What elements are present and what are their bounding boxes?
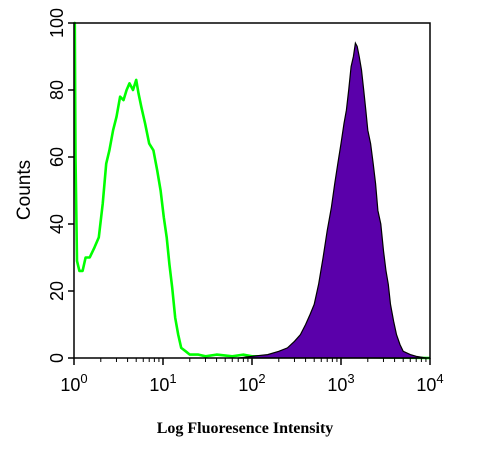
y-axis-title: Counts [14, 160, 35, 220]
y-tick-label: 40 [47, 214, 67, 234]
x-tick-label: 104 [416, 371, 443, 395]
x-tick-label: 101 [149, 371, 176, 395]
x-tick-label: 103 [327, 371, 354, 395]
histogram-filled-series [238, 41, 427, 359]
y-tick-label: 60 [47, 147, 67, 167]
y-tick-label: 20 [47, 281, 67, 301]
x-axis-title: Log Fluoresence Intensity [157, 420, 334, 437]
plot-area [73, 21, 431, 360]
axes: 0 20 40 60 80 100 100 101 102 103 104 [47, 8, 444, 395]
x-tick-label: 102 [238, 371, 265, 395]
y-tick-label: 80 [47, 80, 67, 100]
y-tick-label: 100 [47, 8, 67, 38]
histogram-outline-series [73, 21, 431, 360]
x-tick-label: 100 [60, 371, 87, 395]
y-tick-label: 0 [47, 353, 67, 363]
